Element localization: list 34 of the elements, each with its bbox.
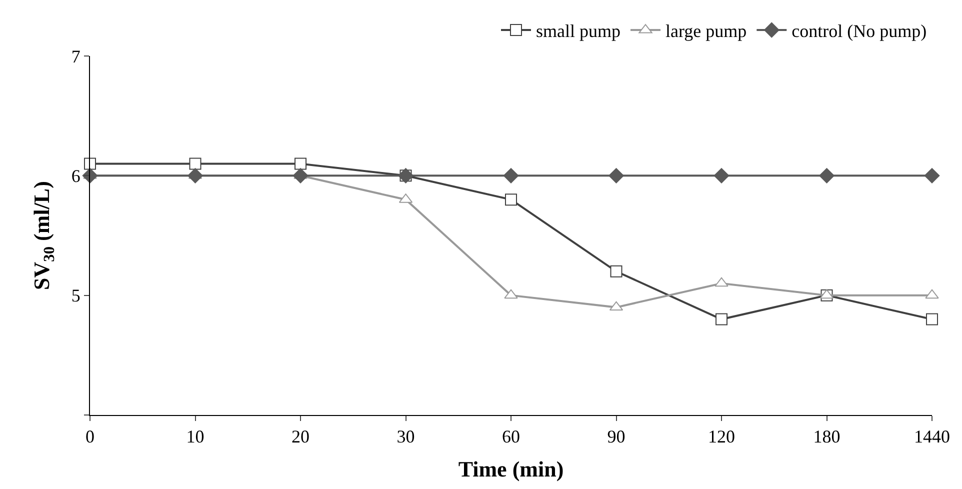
legend-label: small pump <box>536 21 620 42</box>
x-tick-label: 0 <box>86 426 94 447</box>
point <box>505 194 517 206</box>
point <box>925 289 939 299</box>
point <box>189 158 202 170</box>
point <box>504 289 518 299</box>
x-tick-label: 10 <box>186 426 204 447</box>
x-tick-label: 120 <box>708 426 735 447</box>
point <box>926 313 938 326</box>
point <box>188 168 203 184</box>
legend-label: control (No pump) <box>792 21 927 42</box>
point <box>292 168 308 184</box>
x-tick-label: 30 <box>396 426 415 447</box>
point <box>716 313 728 326</box>
point <box>294 158 306 170</box>
y-tick-label: 7 <box>71 46 80 66</box>
x-tick-label: 180 <box>813 426 840 447</box>
point <box>84 158 96 170</box>
point <box>608 168 624 184</box>
x-axis-title: Time (min) <box>458 456 564 482</box>
y-tick-label: 6 <box>71 166 80 186</box>
point <box>503 168 519 184</box>
legend-label: large pump <box>666 21 747 42</box>
x-tick-label: 60 <box>502 426 520 447</box>
point <box>714 277 728 287</box>
y-tick-label: 5 <box>71 286 80 306</box>
point <box>819 168 834 184</box>
point <box>610 265 622 278</box>
x-tick-label: 20 <box>292 426 310 447</box>
point <box>82 168 98 184</box>
x-tick-label: 90 <box>607 426 626 447</box>
x-tick-label: 1440 <box>914 426 950 447</box>
point <box>714 168 730 184</box>
point <box>924 168 940 184</box>
